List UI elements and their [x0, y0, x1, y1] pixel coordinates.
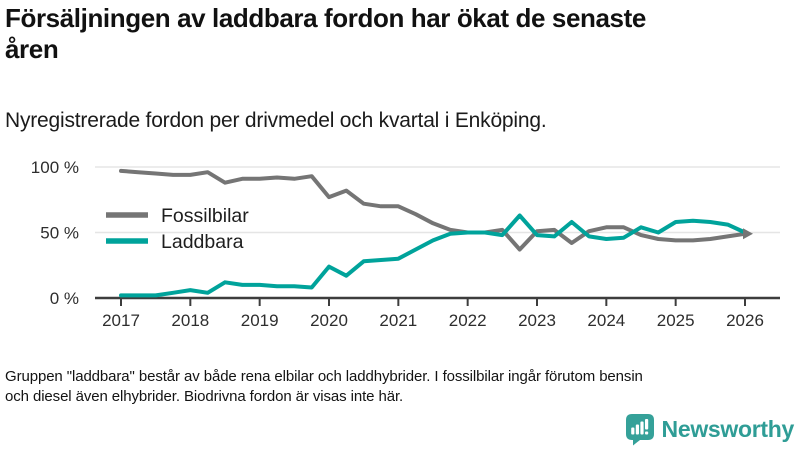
- x-axis-label: 2017: [102, 311, 140, 330]
- series-line-fossilbilar: [119, 168, 747, 252]
- x-axis-label: 2020: [310, 311, 348, 330]
- x-axis-label: 2023: [518, 311, 556, 330]
- footnote: Gruppen "laddbara" består av både rena e…: [5, 367, 793, 407]
- legend-label: Laddbara: [161, 231, 244, 253]
- newsworthy-logo-text: Newsworthy: [661, 415, 795, 442]
- footnote-line2: och diesel även elhybrider. Biodrivna fo…: [5, 388, 404, 405]
- y-axis-label: 100 %: [31, 158, 79, 177]
- page-title-line2: åren: [5, 34, 59, 64]
- legend-label: Fossilbilar: [161, 205, 249, 227]
- y-axis-label: 50 %: [40, 224, 79, 243]
- page-title: Försäljningen av laddbara fordon har öka…: [5, 3, 797, 65]
- x-axis-label: 2026: [726, 311, 764, 330]
- x-axis-label: 2022: [449, 311, 487, 330]
- x-axis-label: 2025: [657, 311, 695, 330]
- x-axis-label: 2021: [379, 311, 417, 330]
- line-chart: 2017 2018 2019 2020 2021 2022 2023 2024 2025 2026…: [31, 158, 780, 330]
- y-axis-label: 0 %: [50, 289, 79, 308]
- footnote-line1: Gruppen "laddbara" består av både rena e…: [5, 368, 643, 385]
- x-axis-label: 2024: [587, 311, 625, 330]
- x-axis-label: 2018: [171, 311, 209, 330]
- series-line-laddbara: [119, 213, 747, 298]
- page-title-line1: Försäljningen av laddbara fordon har öka…: [5, 3, 646, 33]
- newsworthy-logo-icon: [625, 413, 654, 445]
- line-end-arrow-icon: [742, 228, 753, 240]
- chart-subtitle: Nyregistrerade fordon per drivmedel och …: [5, 109, 547, 132]
- x-axis-label: 2019: [241, 311, 279, 330]
- newsworthy-logo: Newsworthy: [625, 412, 794, 446]
